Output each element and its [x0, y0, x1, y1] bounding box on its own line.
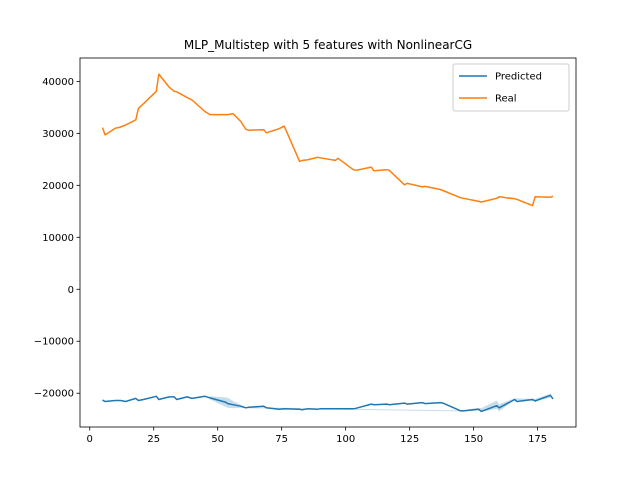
y-tick-label: 30000: [42, 129, 74, 140]
x-tick-label: 175: [528, 434, 547, 445]
x-tick-label: 25: [147, 434, 160, 445]
x-tick-label: 125: [400, 434, 419, 445]
y-tick-label: 10000: [42, 233, 74, 244]
chart-title: MLP_Multistep with 5 features with Nonli…: [184, 38, 472, 52]
x-tick-label: 50: [211, 434, 224, 445]
y-tick-label: 0: [68, 285, 74, 296]
legend-label-real: Real: [495, 94, 517, 105]
legend: Predicted Real: [453, 64, 569, 111]
y-tick-label: 40000: [42, 77, 74, 88]
y-tick-label: 20000: [42, 181, 74, 192]
x-tick-label: 100: [336, 434, 355, 445]
x-tick-label: 150: [464, 434, 483, 445]
y-tick-label: −10000: [34, 337, 74, 348]
x-tick-label: 75: [275, 434, 288, 445]
y-tick-label: −20000: [34, 389, 74, 400]
legend-label-predicted: Predicted: [495, 72, 542, 83]
x-tick-label: 0: [87, 434, 93, 445]
